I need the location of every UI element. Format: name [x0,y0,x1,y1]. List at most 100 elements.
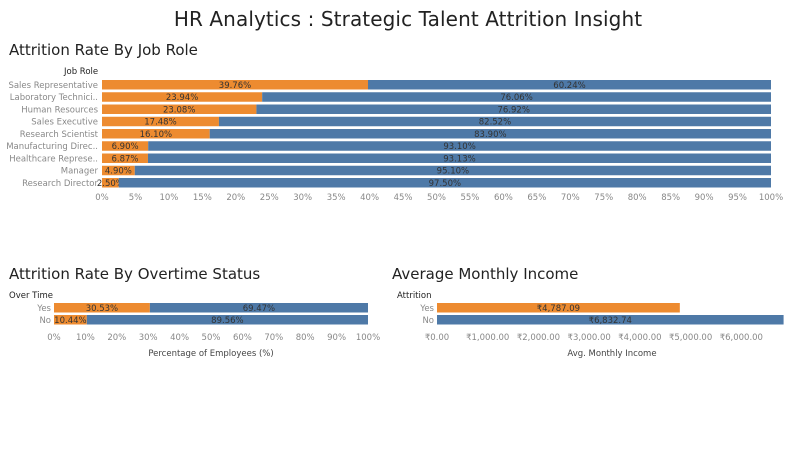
by_role-bar [256,104,771,114]
by_role-bar [102,116,219,127]
income-bar [437,315,784,325]
by_role-data-label: 23.94% [166,93,198,103]
by_role-tick-label: 95% [728,193,747,203]
overtime-tick-label: 100% [356,333,380,343]
by_role-tick-label: 20% [226,193,245,203]
by_role-data-label: 97.50% [429,179,461,189]
overtime-tick-label: 80% [296,333,315,343]
overtime-data-label: 69.47% [243,304,275,314]
by_role-bar [102,178,119,188]
income-tick-label: ₹6,000.00 [720,333,763,343]
by_role-data-label: 93.13% [443,154,475,164]
by_role-bar [218,116,772,127]
overtime-data-label: 30.53% [86,304,118,314]
by_role-tick-label: 65% [527,193,546,203]
by_role-bar [118,178,772,188]
by_role-bar [102,153,148,163]
by_role-bar [367,80,771,90]
by_role-bar [148,141,771,151]
by_role-data-label: 4.90% [105,167,132,177]
overtime-tick-label: 90% [327,333,346,343]
income-tick-label: ₹0.00 [425,333,449,343]
by_role-data-label: 93.10% [443,142,475,152]
by_role-data-label: 83.90% [474,130,506,140]
by_role-tick-label: 75% [594,193,613,203]
by_role-tick-label: 90% [695,193,714,203]
by_role-tick-label: 45% [394,193,413,203]
overtime-tick-label: 60% [233,333,252,343]
income-category-label: Yes [419,304,434,314]
by_role-bar [102,80,368,90]
income-row-header: Attrition [397,291,431,301]
overtime-category-label: No [39,316,51,326]
overtime-chart-title: Attrition Rate By Overtime Status [9,265,261,283]
by_role-data-label: 76.92% [497,105,529,115]
overtime-tick-label: 0% [47,333,61,343]
by_role-bar [209,129,772,139]
by_role-bar [102,92,263,102]
by_role-bar [134,165,771,176]
overtime-tick-label: 70% [264,333,283,343]
by_role-tick-label: 10% [159,193,178,203]
by_role-tick-label: 80% [628,193,647,203]
by_role-tick-label: 5% [129,193,143,203]
by_role-category-label: Research Scientist [20,130,99,140]
income-tick-label: ₹2,000.00 [517,333,560,343]
income-category-label: No [422,316,434,326]
by_role-data-label: 23.08% [163,105,195,115]
by_role-category-label: Research Director [22,179,98,189]
by_role-tick-label: 50% [427,193,446,203]
by_role-bar [102,129,210,139]
overtime-axis-title: Percentage of Employees (%) [148,349,273,359]
by_role-data-label: 2.50% [97,179,124,189]
by_role-tick-label: 60% [494,193,513,203]
income-bar [437,303,680,313]
by_role-category-label: Sales Representative [8,81,98,91]
by_role-tick-label: 55% [460,193,479,203]
by_role-data-label: 16.10% [140,130,172,140]
by_role-tick-label: 35% [327,193,346,203]
by_role-data-label: 76.06% [500,93,532,103]
by_role-data-label: 17.48% [144,118,176,128]
by_role-category-label: Laboratory Technici.. [10,93,98,103]
overtime-tick-label: 20% [107,333,126,343]
by_role-data-label: 6.90% [112,142,139,152]
by_role-tick-label: 15% [193,193,212,203]
by_role-tick-label: 0% [95,193,109,203]
overtime-tick-label: 50% [202,333,221,343]
by_role-category-label: Healthcare Represe.. [9,154,98,164]
by_role-tick-label: 70% [561,193,580,203]
overtime-data-label: 89.56% [211,316,243,326]
overtime-data-label: 10.44% [54,316,86,326]
by_role-bar [147,153,771,163]
by_role-bar [102,141,149,151]
by_role-tick-label: 100% [759,193,783,203]
income-tick-label: ₹1,000.00 [466,333,509,343]
job-role-chart-title: Attrition Rate By Job Role [9,41,198,59]
income-chart-title: Average Monthly Income [392,265,579,283]
by_role-tick-label: 40% [360,193,379,203]
overtime-bar [149,303,368,313]
overtime-bar [54,303,150,313]
by_role-bar [102,165,135,176]
income-data-label: ₹4,787.09 [537,304,580,314]
overtime-bar [86,315,368,325]
overtime-tick-label: 40% [170,333,189,343]
by_role-data-label: 39.76% [219,81,251,91]
by_role-tick-label: 25% [260,193,279,203]
by_role-tick-label: 85% [661,193,680,203]
by_role-bar [102,104,257,114]
overtime-tick-label: 10% [76,333,95,343]
by_role-data-label: 60.24% [553,81,585,91]
overtime-row-header: Over Time [9,291,53,301]
income-tick-label: ₹3,000.00 [568,333,611,343]
by_role-tick-label: 30% [293,193,312,203]
by_role-data-label: 82.52% [479,118,511,128]
income-axis-title: Avg. Monthly Income [567,349,656,359]
by_role-data-label: 95.10% [437,167,469,177]
by_role-category-label: Manager [61,167,99,177]
overtime-tick-label: 30% [139,333,158,343]
by_role-bar [262,92,771,102]
overtime-category-label: Yes [36,304,51,314]
